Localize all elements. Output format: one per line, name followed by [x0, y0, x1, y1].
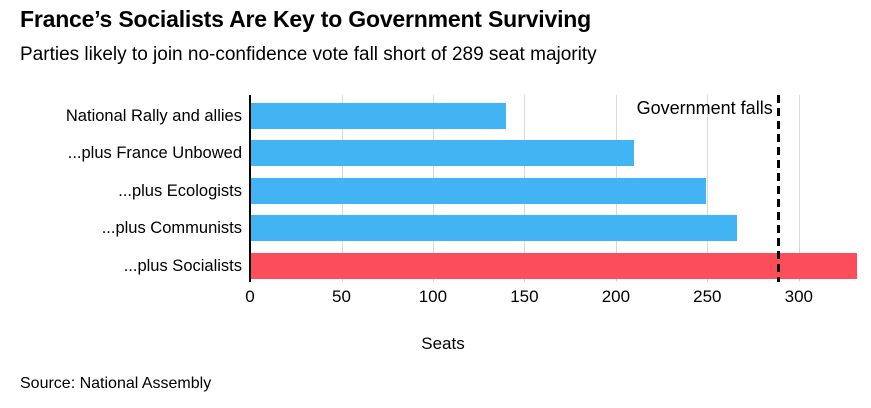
- bar: [250, 177, 706, 204]
- gridline: [707, 95, 709, 282]
- bar-label: ...plus Socialists: [123, 256, 242, 275]
- threshold-line: [777, 95, 781, 282]
- x-tick-label: 50: [332, 287, 351, 306]
- x-tick-label: 250: [693, 287, 722, 306]
- bar-chart: National Rally and allies ...plus France …: [0, 95, 871, 282]
- bar: [250, 103, 507, 129]
- bar: [250, 140, 635, 167]
- source-note: Source: National Assembly: [20, 375, 212, 392]
- x-tick-label: 0: [245, 287, 255, 306]
- chart-subtitle: Parties likely to join no-confidence vot…: [20, 44, 597, 65]
- bar-label: National Rally and allies: [65, 107, 242, 125]
- x-tick-label: 100: [418, 287, 448, 306]
- chart-title: France’s Socialists Are Key to Governmen…: [20, 6, 591, 32]
- x-tick-label: 300: [784, 287, 813, 306]
- bar-label: ...plus Ecologists: [118, 181, 242, 200]
- threshold-label: Government falls: [636, 98, 773, 118]
- y-axis-line: [249, 95, 251, 282]
- bar: [250, 215, 737, 242]
- gridline: [798, 95, 800, 282]
- bar-label: ...plus France Unbowed: [67, 144, 242, 163]
- plot-area: Government falls: [249, 95, 861, 282]
- x-tick-label: 150: [510, 287, 539, 306]
- bar: [250, 252, 858, 279]
- x-tick-label: 200: [601, 287, 631, 306]
- bar-label: ...plus Communists: [101, 219, 242, 238]
- x-axis-title: Seats: [421, 334, 465, 353]
